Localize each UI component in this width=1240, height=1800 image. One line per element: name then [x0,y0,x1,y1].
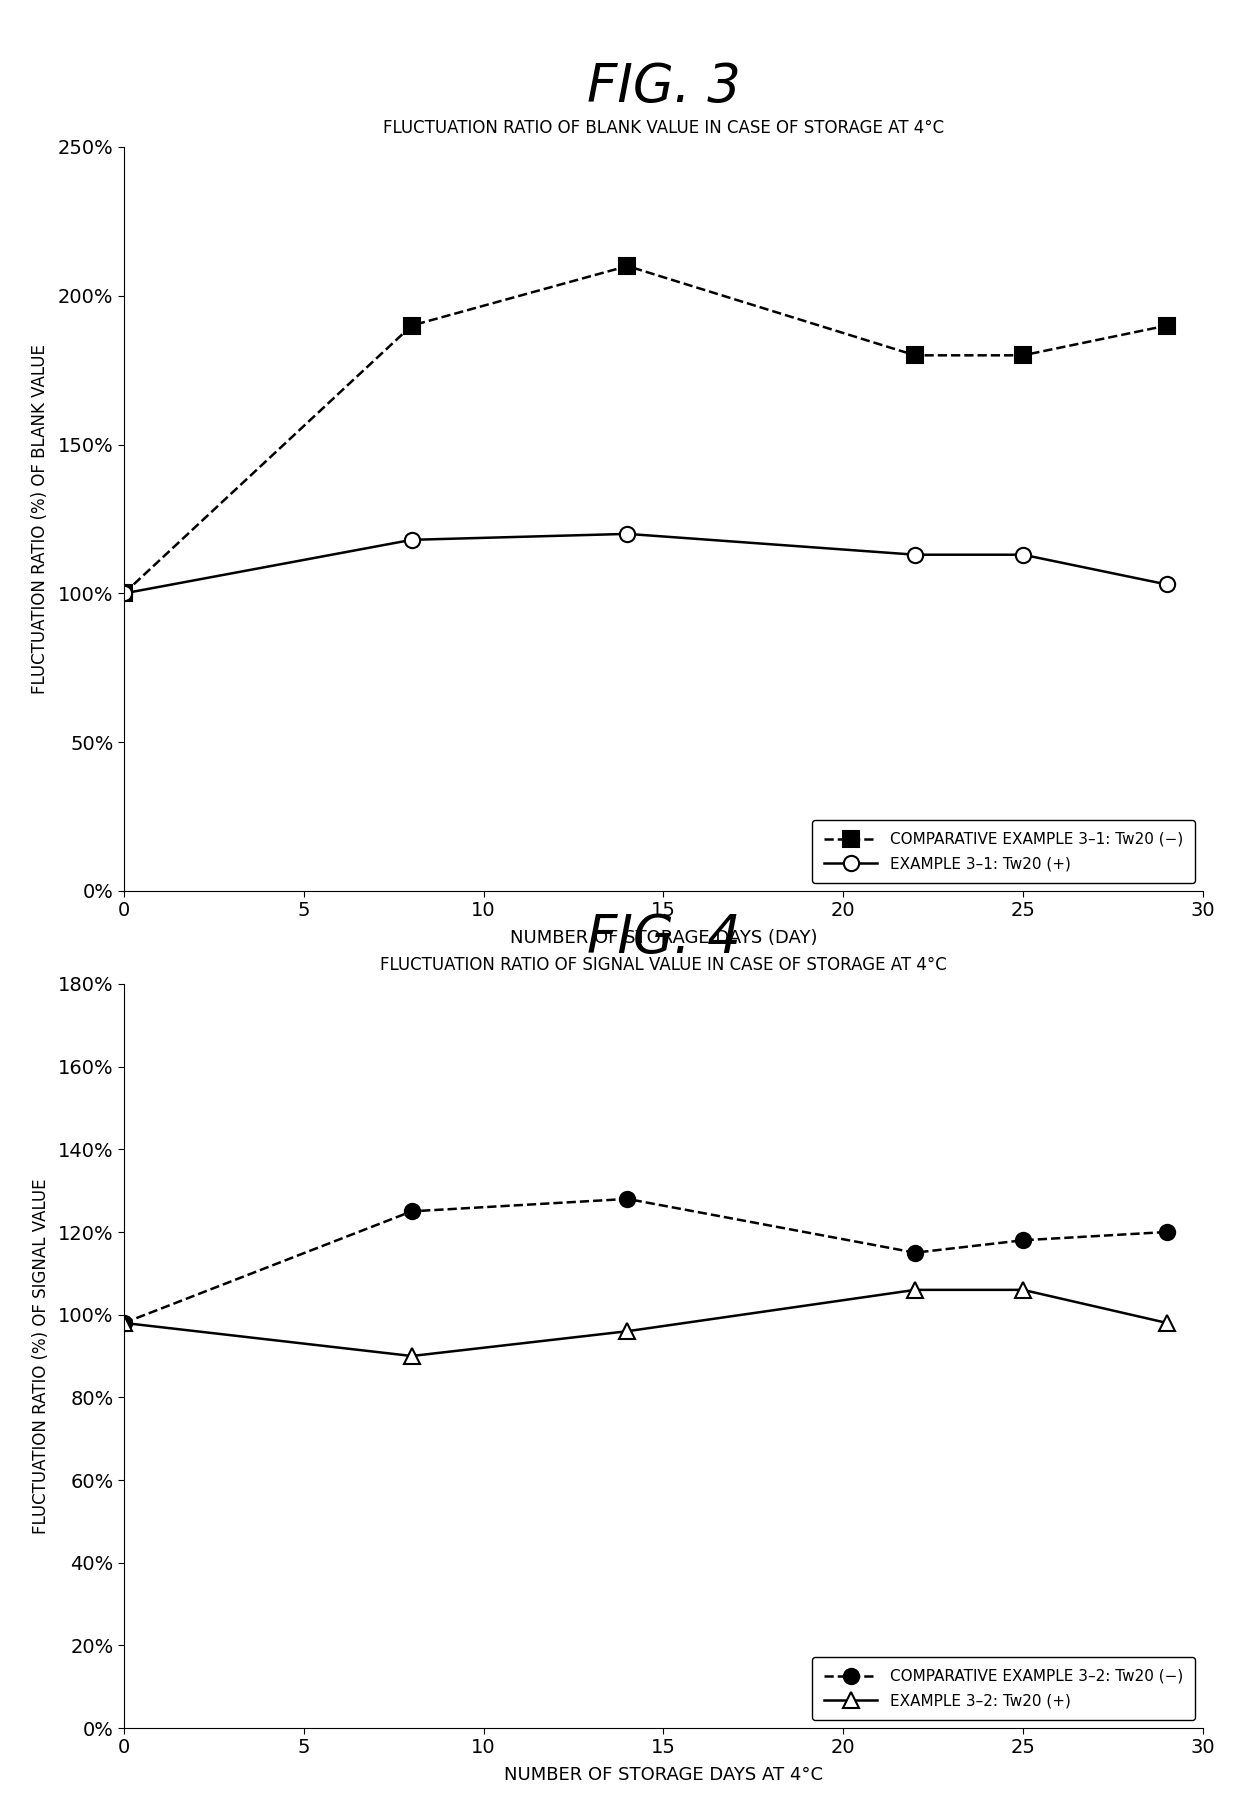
EXAMPLE 3–1: Tw20 (+): (8, 1.18): Tw20 (+): (8, 1.18) [404,529,419,551]
Line: EXAMPLE 3–2: Tw20 (+): EXAMPLE 3–2: Tw20 (+) [117,1282,1174,1364]
EXAMPLE 3–1: Tw20 (+): (29, 1.03): Tw20 (+): (29, 1.03) [1159,574,1174,596]
COMPARATIVE EXAMPLE 3–2: Tw20 (−): (22, 1.15): Tw20 (−): (22, 1.15) [908,1242,923,1264]
X-axis label: NUMBER OF STORAGE DAYS AT 4°C: NUMBER OF STORAGE DAYS AT 4°C [503,1766,823,1784]
Legend: COMPARATIVE EXAMPLE 3–2: Tw20 (−), EXAMPLE 3–2: Tw20 (+): COMPARATIVE EXAMPLE 3–2: Tw20 (−), EXAMP… [812,1656,1195,1721]
Text: FIG. 3: FIG. 3 [587,61,740,113]
EXAMPLE 3–1: Tw20 (+): (25, 1.13): Tw20 (+): (25, 1.13) [1016,544,1030,565]
COMPARATIVE EXAMPLE 3–1: Tw20 (−): (0, 1): Tw20 (−): (0, 1) [117,583,131,605]
Y-axis label: FLUCTUATION RATIO (%) OF BLANK VALUE: FLUCTUATION RATIO (%) OF BLANK VALUE [31,344,50,695]
COMPARATIVE EXAMPLE 3–2: Tw20 (−): (29, 1.2): Tw20 (−): (29, 1.2) [1159,1220,1174,1242]
Y-axis label: FLUCTUATION RATIO (%) OF SIGNAL VALUE: FLUCTUATION RATIO (%) OF SIGNAL VALUE [32,1179,50,1534]
Line: COMPARATIVE EXAMPLE 3–1: Tw20 (−): COMPARATIVE EXAMPLE 3–1: Tw20 (−) [117,259,1174,601]
COMPARATIVE EXAMPLE 3–1: Tw20 (−): (8, 1.9): Tw20 (−): (8, 1.9) [404,315,419,337]
X-axis label: NUMBER OF STORAGE DAYS (DAY): NUMBER OF STORAGE DAYS (DAY) [510,929,817,947]
EXAMPLE 3–2: Tw20 (+): (14, 0.96): Tw20 (+): (14, 0.96) [620,1321,635,1343]
COMPARATIVE EXAMPLE 3–1: Tw20 (−): (29, 1.9): Tw20 (−): (29, 1.9) [1159,315,1174,337]
EXAMPLE 3–2: Tw20 (+): (0, 0.98): Tw20 (+): (0, 0.98) [117,1312,131,1334]
EXAMPLE 3–2: Tw20 (+): (22, 1.06): Tw20 (+): (22, 1.06) [908,1280,923,1301]
Title: FLUCTUATION RATIO OF SIGNAL VALUE IN CASE OF STORAGE AT 4°C: FLUCTUATION RATIO OF SIGNAL VALUE IN CAS… [379,956,947,974]
COMPARATIVE EXAMPLE 3–1: Tw20 (−): (25, 1.8): Tw20 (−): (25, 1.8) [1016,344,1030,365]
COMPARATIVE EXAMPLE 3–1: Tw20 (−): (14, 2.1): Tw20 (−): (14, 2.1) [620,256,635,277]
EXAMPLE 3–2: Tw20 (+): (29, 0.98): Tw20 (+): (29, 0.98) [1159,1312,1174,1334]
COMPARATIVE EXAMPLE 3–1: Tw20 (−): (22, 1.8): Tw20 (−): (22, 1.8) [908,344,923,365]
Legend: COMPARATIVE EXAMPLE 3–1: Tw20 (−), EXAMPLE 3–1: Tw20 (+): COMPARATIVE EXAMPLE 3–1: Tw20 (−), EXAMP… [812,819,1195,884]
COMPARATIVE EXAMPLE 3–2: Tw20 (−): (8, 1.25): Tw20 (−): (8, 1.25) [404,1201,419,1222]
COMPARATIVE EXAMPLE 3–2: Tw20 (−): (14, 1.28): Tw20 (−): (14, 1.28) [620,1188,635,1210]
Line: COMPARATIVE EXAMPLE 3–2: Tw20 (−): COMPARATIVE EXAMPLE 3–2: Tw20 (−) [117,1192,1174,1330]
EXAMPLE 3–1: Tw20 (+): (0, 1): Tw20 (+): (0, 1) [117,583,131,605]
Line: EXAMPLE 3–1: Tw20 (+): EXAMPLE 3–1: Tw20 (+) [117,526,1174,601]
COMPARATIVE EXAMPLE 3–2: Tw20 (−): (25, 1.18): Tw20 (−): (25, 1.18) [1016,1229,1030,1251]
COMPARATIVE EXAMPLE 3–2: Tw20 (−): (0, 0.98): Tw20 (−): (0, 0.98) [117,1312,131,1334]
Text: FIG. 4: FIG. 4 [587,911,740,963]
EXAMPLE 3–2: Tw20 (+): (8, 0.9): Tw20 (+): (8, 0.9) [404,1345,419,1366]
Title: FLUCTUATION RATIO OF BLANK VALUE IN CASE OF STORAGE AT 4°C: FLUCTUATION RATIO OF BLANK VALUE IN CASE… [383,119,944,137]
EXAMPLE 3–2: Tw20 (+): (25, 1.06): Tw20 (+): (25, 1.06) [1016,1280,1030,1301]
EXAMPLE 3–1: Tw20 (+): (22, 1.13): Tw20 (+): (22, 1.13) [908,544,923,565]
EXAMPLE 3–1: Tw20 (+): (14, 1.2): Tw20 (+): (14, 1.2) [620,524,635,545]
